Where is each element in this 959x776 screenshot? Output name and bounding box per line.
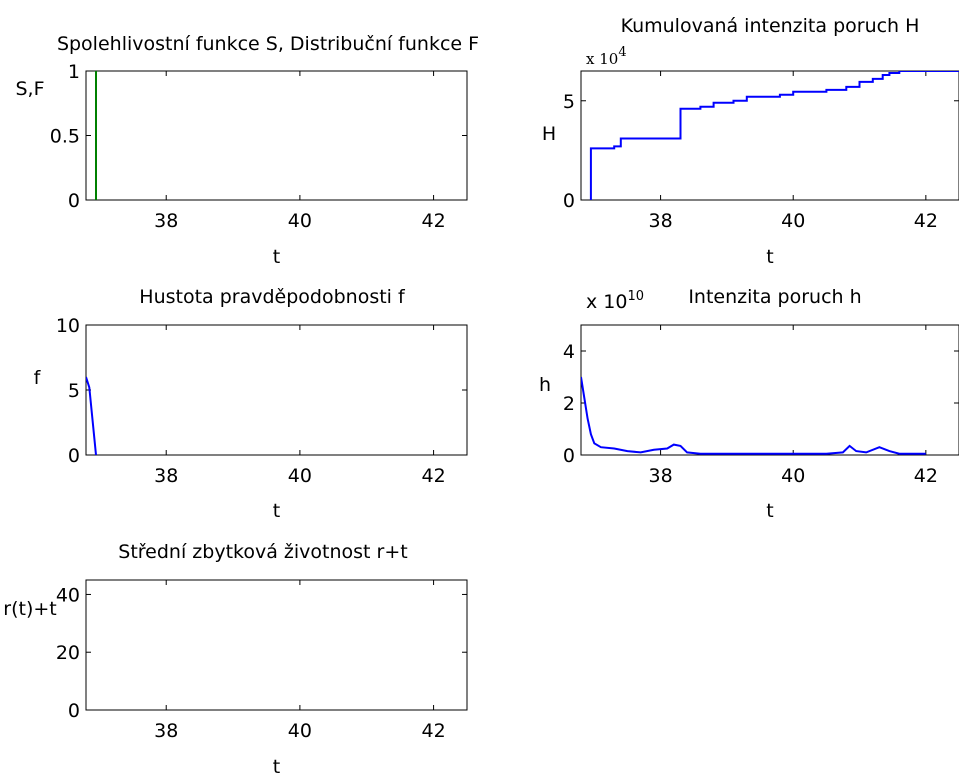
x-tick-label: 42	[421, 210, 445, 232]
y-tick-label: 5	[563, 91, 575, 113]
series-line	[589, 71, 959, 200]
axes-box	[85, 579, 468, 711]
y-tick-label: 0.5	[50, 126, 80, 148]
y-tick-label: 5	[68, 380, 80, 402]
x-tick-label: 38	[648, 465, 672, 487]
chart-title: Spolehlivostní funkce S, Distribuční fun…	[57, 33, 479, 55]
y-axis-label: H	[542, 123, 556, 145]
y-axis-label: f	[34, 367, 42, 389]
subplot-sf: 38 40 42 0 0.5 1 Spolehlivostní funkce S, Dist…	[15, 33, 479, 268]
y-tick-label: 0	[68, 445, 80, 467]
plot-area	[589, 71, 959, 200]
x-tick-label: 40	[288, 210, 312, 232]
axis-multiplier-exponent: 4	[618, 45, 626, 60]
axis-multiplier-base: x 10	[586, 50, 618, 68]
x-tick-label: 42	[914, 210, 938, 232]
x-tick-label: 42	[914, 465, 938, 487]
x-tick-label: 40	[781, 465, 805, 487]
y-tick-label: 2	[563, 393, 575, 415]
x-axis-label: t	[766, 246, 773, 268]
axis-multiplier-exponent: 10	[627, 289, 644, 304]
x-tick-label: 42	[421, 465, 445, 487]
x-axis-label: t	[273, 756, 280, 776]
x-tick-label: 38	[154, 210, 178, 232]
y-axis-label: r(t)+t	[3, 598, 56, 620]
y-tick-label: 10	[56, 315, 80, 337]
series-line	[581, 376, 926, 455]
chart-title: Střední zbytková životnost r+t	[118, 541, 407, 563]
y-tick-label: 4	[563, 341, 575, 363]
x-tick-label: 38	[648, 210, 672, 232]
x-tick-label: 40	[288, 720, 312, 742]
axes-box	[85, 324, 468, 456]
subplot-h: 38 40 42 0 2 4 Intenzita poruch h t h x 1010	[539, 286, 959, 522]
y-tick-label: 0	[68, 700, 80, 722]
x-axis-label: t	[766, 500, 773, 522]
x-tick-label: 40	[288, 465, 312, 487]
axes-box	[85, 70, 468, 201]
x-tick-label: 40	[781, 210, 805, 232]
axes-box	[580, 324, 959, 456]
y-tick-label: 1	[68, 61, 80, 83]
x-tick-label: 38	[154, 720, 178, 742]
y-tick-label: 0	[563, 445, 575, 467]
axis-multiplier: x 1010	[586, 289, 644, 313]
y-tick-label: 40	[56, 584, 80, 606]
axis-multiplier: x 104	[586, 45, 627, 68]
axes-box	[580, 70, 959, 201]
subplot-H: 38 40 42 0 5 Kumulovaná intenzita poruch H t Hx…	[542, 15, 959, 268]
y-tick-label: 0	[68, 190, 80, 212]
chart-title: Hustota pravděpodobnosti f	[139, 286, 406, 308]
subplot-f: 38 40 42 0 5 10 Hustota pravděpodobnosti f t f	[34, 286, 468, 522]
axis-multiplier-base: x 10	[586, 291, 627, 313]
chart-title: Kumulovaná intenzita poruch H	[621, 15, 920, 37]
y-tick-label: 0	[563, 190, 575, 212]
x-axis-label: t	[273, 500, 280, 522]
x-tick-label: 38	[154, 465, 178, 487]
series-line	[86, 376, 97, 455]
y-tick-label: 20	[56, 642, 80, 664]
y-axis-label: h	[539, 374, 551, 396]
subplot-r: 38 40 42 0 20 40 Střední zbytková životnost r+…	[3, 541, 468, 776]
y-axis-label: S,F	[15, 78, 44, 100]
x-tick-label: 42	[421, 720, 445, 742]
chart-title: Intenzita poruch h	[688, 286, 861, 308]
x-axis-label: t	[273, 246, 280, 268]
plot-area	[86, 376, 97, 455]
plot-area	[581, 376, 926, 455]
